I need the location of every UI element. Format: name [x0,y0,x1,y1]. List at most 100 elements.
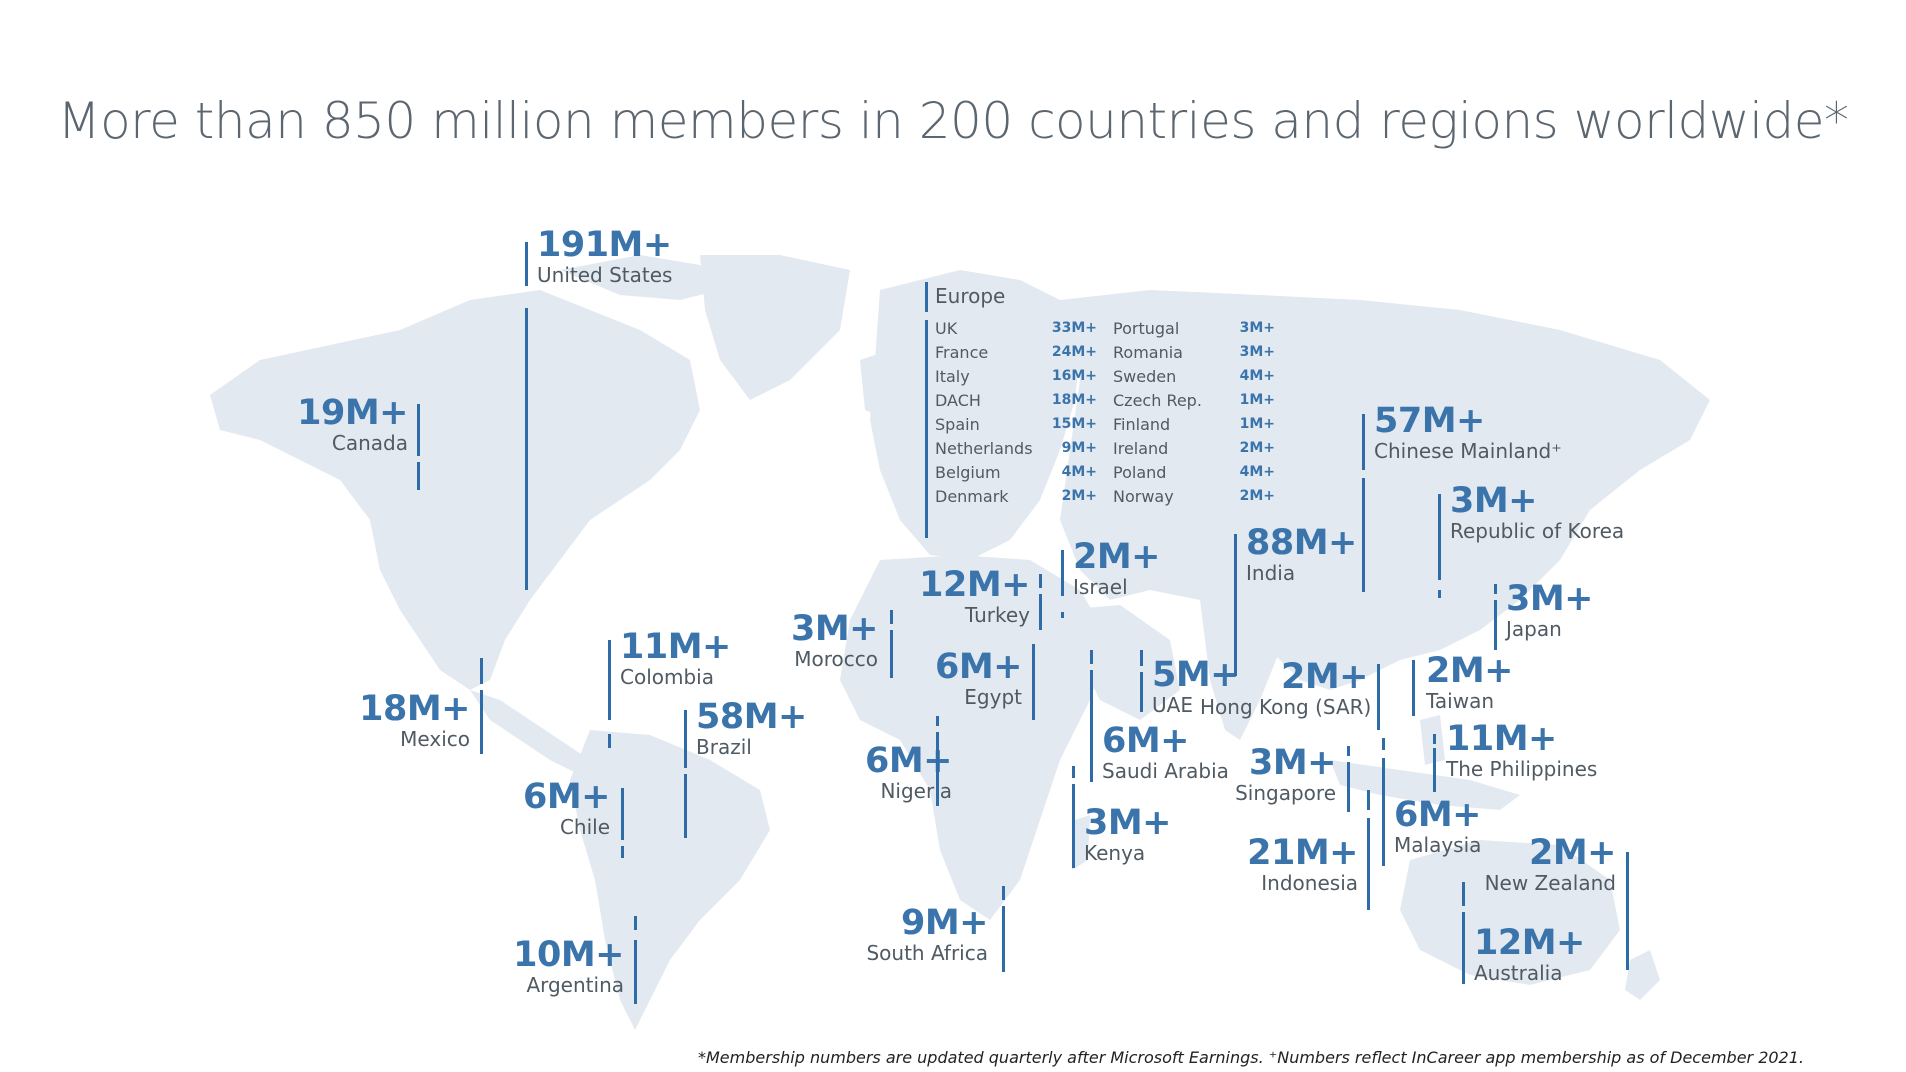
value-kenya: 3M+ [1084,803,1172,843]
value-colombia: 11M+ [620,627,731,667]
europe-row: Portugal 3M+ [1113,316,1275,340]
value-canada: 19M+ [297,393,408,433]
name-colombia: Colombia [620,665,714,689]
europe-country: France [935,342,989,362]
europe-value: 4M+ [1239,368,1275,384]
leader-line-brazil [684,710,687,768]
leader-line-turkey-upper [1039,574,1042,588]
japan-landmass [1495,510,1535,600]
europe-value: 3M+ [1239,344,1275,360]
europe-value: 2M+ [1239,440,1275,456]
leader-line-chinese-mainland [1362,414,1365,470]
name-brazil: Brazil [696,735,752,759]
leader-line-europe-upper [925,282,928,312]
value-philippines: 11M+ [1446,719,1557,759]
europe-value: 18M+ [1051,392,1097,408]
arabia-landmass [1060,605,1180,720]
new-zealand-landmass [1625,950,1660,1000]
europe-row: Italy 16M+ [935,364,1097,388]
label-colombia: 11M+ Colombia [620,627,731,689]
label-saudi-arabia: 6M+ Saudi Arabia [1102,724,1229,782]
europe-country: DACH [935,390,981,410]
leader-line-singapore [1347,762,1350,812]
leader-line-chile [621,788,624,840]
leader-line-malaysia-upper [1382,738,1385,750]
europe-country: Denmark [935,486,1009,506]
name-kenya: Kenya [1084,841,1146,865]
europe-country: Czech Rep. [1113,390,1202,410]
leader-line-chinese-mainland-lower [1362,478,1365,592]
value-israel: 2M+ [1073,537,1161,577]
europe-country: Italy [935,366,970,386]
leader-line-united-states-top [525,242,528,286]
asia-landmass [1060,290,1710,690]
name-nigeria: Nigeria [880,779,952,803]
name-united-states: United States [537,263,673,287]
leader-line-saudi-arabia [1090,670,1093,782]
name-chile: Chile [559,815,610,839]
label-taiwan: 2M+ Taiwan [1426,654,1514,712]
europe-row: Sweden 4M+ [1113,364,1275,388]
value-south-africa: 9M+ [900,903,989,943]
europe-row: Netherlands 9M+ [935,436,1097,460]
name-new-zealand: New Zealand [1484,871,1616,895]
europe-column-right: Portugal 3M+ Romania 3M+ Sweden 4M+ Czech R… [1113,316,1275,508]
europe-column-left: UK 33M+ France 24M+ Italy 16M+ DACH 18M+ Spa… [935,316,1097,508]
label-chinese-mainland: 57M+ Chinese Mainland⁺ [1374,401,1562,463]
leader-line-kenya [1072,784,1075,868]
name-south-africa: South Africa [866,941,988,965]
name-chinese-mainland: Chinese Mainland⁺ [1374,439,1562,463]
leader-line-argentina [634,940,637,1004]
europe-country: Netherlands [935,438,1033,458]
europe-row: UK 33M+ [935,316,1097,340]
leader-line-canada [417,404,420,456]
indonesia-landmass [1330,760,1520,810]
value-hong-kong: 2M+ [1280,657,1369,697]
label-mexico: 18M+ Mexico [352,692,470,750]
value-morocco: 3M+ [790,609,879,649]
europe-country: Belgium [935,462,1001,482]
leader-line-philippines-upper [1433,734,1436,744]
leader-line-uae [1140,672,1143,712]
leader-line-colombia [608,640,611,720]
value-singapore: 3M+ [1248,743,1337,783]
australia-landmass [1400,840,1620,985]
europe-value: 24M+ [1051,344,1097,360]
name-philippines: The Philippines [1446,757,1598,781]
value-chinese-mainland: 57M+ [1374,401,1485,441]
leader-line-nigeria [936,732,939,806]
label-argentina: 10M+ Argentina [490,935,624,996]
leader-line-republic-of-korea-lower [1438,590,1441,598]
value-egypt: 6M+ [934,647,1023,687]
europe-value: 4M+ [1239,464,1275,480]
label-malaysia: 6M+ Malaysia [1394,798,1482,856]
name-singapore: Singapore [1235,781,1336,805]
leader-line-new-zealand [1626,852,1629,970]
leader-line-argentina-upper [634,916,637,930]
europe-value: 3M+ [1239,320,1275,336]
africa-landmass [840,555,1110,920]
label-israel: 2M+ Israel [1073,537,1161,598]
leader-line-canada-lower [417,462,420,490]
europe-row: Denmark 2M+ [935,484,1097,508]
europe-country: Sweden [1113,366,1177,386]
name-japan: Japan [1506,617,1562,641]
value-brazil: 58M+ [696,697,807,737]
label-new-zealand: 2M+ New Zealand [1472,836,1617,895]
europe-value: 2M+ [1239,488,1275,504]
value-chile: 6M+ [522,777,611,817]
europe-value: 9M+ [1061,440,1097,456]
value-argentina: 10M+ [513,935,624,975]
label-singapore: 3M+ Singapore [1226,743,1337,805]
leader-line-europe [925,320,928,538]
leader-line-malaysia [1382,758,1385,866]
name-india: India [1246,561,1296,585]
india-landmass [1200,600,1280,740]
label-brazil: 58M+ Brazil [696,697,807,759]
leader-line-japan [1494,600,1497,650]
leader-line-colombia-lower [608,734,611,748]
label-hong-kong: 2M+ Hong Kong (SAR) [1200,657,1371,718]
leader-line-south-africa [1002,906,1005,972]
leader-line-kenya-upper [1072,766,1075,778]
